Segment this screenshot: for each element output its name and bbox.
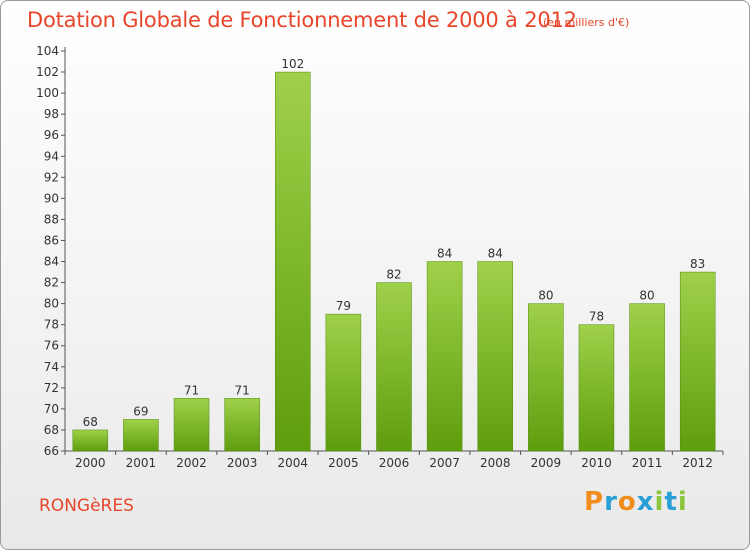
bar (426, 261, 463, 452)
y-tick-label: 88 (44, 212, 59, 226)
logo-letter: r (604, 487, 618, 517)
bar (629, 303, 665, 452)
data-label: 80 (639, 289, 654, 303)
y-tick-label: 84 (44, 255, 59, 269)
data-label: 69 (133, 404, 148, 418)
bar (224, 398, 260, 452)
y-tick-label: 86 (44, 233, 59, 247)
logo-letter: x (636, 487, 655, 517)
place-name: RONGèRES (39, 496, 134, 516)
data-label: 82 (386, 268, 401, 282)
data-label: 83 (690, 257, 705, 271)
x-tick-label: 2005 (328, 456, 359, 470)
chart-title: Dotation Globale de Fonctionnement de 20… (27, 8, 577, 32)
data-label: 78 (589, 310, 604, 324)
bar (578, 324, 615, 452)
data-label: 102 (281, 57, 304, 71)
x-tick-label: 2011 (632, 456, 663, 470)
logo-letter: t (664, 487, 678, 517)
bar (173, 398, 210, 452)
y-tick-label: 100 (36, 86, 59, 100)
bar (275, 71, 311, 452)
data-label: 71 (235, 383, 250, 397)
y-tick-label: 96 (44, 128, 59, 142)
x-tick-label: 2004 (277, 456, 308, 470)
logo-letter: P (584, 487, 605, 517)
bar (528, 303, 564, 452)
axes: 66 68 70 72 74 76 78 80 82 84 86 88 90 92 94 96 98 100 102… (36, 44, 724, 470)
x-tick-label: 2010 (581, 456, 612, 470)
y-tick-label: 104 (36, 44, 59, 58)
proxiti-logo: Proxiti (584, 487, 688, 517)
x-tick-label: 2008 (480, 456, 511, 470)
bar (477, 261, 513, 452)
logo-letter: o (617, 487, 637, 517)
x-tick-label: 2003 (227, 456, 258, 470)
bar (123, 419, 159, 452)
x-tick-label: 2006 (379, 456, 410, 470)
data-labels: 68 69 71 71 102 79 82 84 84 80 78 80 83 (83, 57, 706, 429)
bar (679, 271, 716, 452)
bars (72, 71, 716, 452)
data-label: 68 (83, 415, 98, 429)
x-tick-label: 2002 (176, 456, 207, 470)
x-tick-label: 2001 (126, 456, 157, 470)
y-tick-label: 94 (44, 149, 59, 163)
logo-letter: i (677, 487, 688, 517)
data-label: 80 (538, 289, 553, 303)
y-tick-label: 74 (44, 360, 59, 374)
y-tick-label: 72 (44, 381, 59, 395)
y-tick-label: 66 (44, 444, 59, 458)
logo-letter: i (654, 487, 665, 517)
bar (325, 313, 362, 452)
data-label: 79 (336, 299, 351, 313)
y-tick-label: 76 (44, 339, 59, 353)
y-tick-label: 80 (44, 297, 59, 311)
x-tick-label: 2012 (682, 456, 713, 470)
chart-subtitle: (en milliers d'€) (543, 16, 630, 29)
x-tick-label: 2007 (429, 456, 460, 470)
y-tick-label: 92 (44, 170, 59, 184)
x-tick-label: 2000 (75, 456, 106, 470)
x-tick-label: 2009 (531, 456, 562, 470)
y-tick-label: 70 (44, 402, 59, 416)
y-tick-label: 78 (44, 318, 59, 332)
y-tick-label: 82 (44, 276, 59, 290)
data-label: 84 (488, 247, 503, 261)
bar (376, 282, 412, 452)
data-label: 84 (437, 247, 452, 261)
y-tick-label: 90 (44, 191, 59, 205)
y-tick-label: 102 (36, 65, 59, 79)
y-tick-label: 98 (44, 107, 59, 121)
y-tick-label: 68 (44, 423, 59, 437)
data-label: 71 (184, 383, 199, 397)
bar (72, 429, 109, 452)
